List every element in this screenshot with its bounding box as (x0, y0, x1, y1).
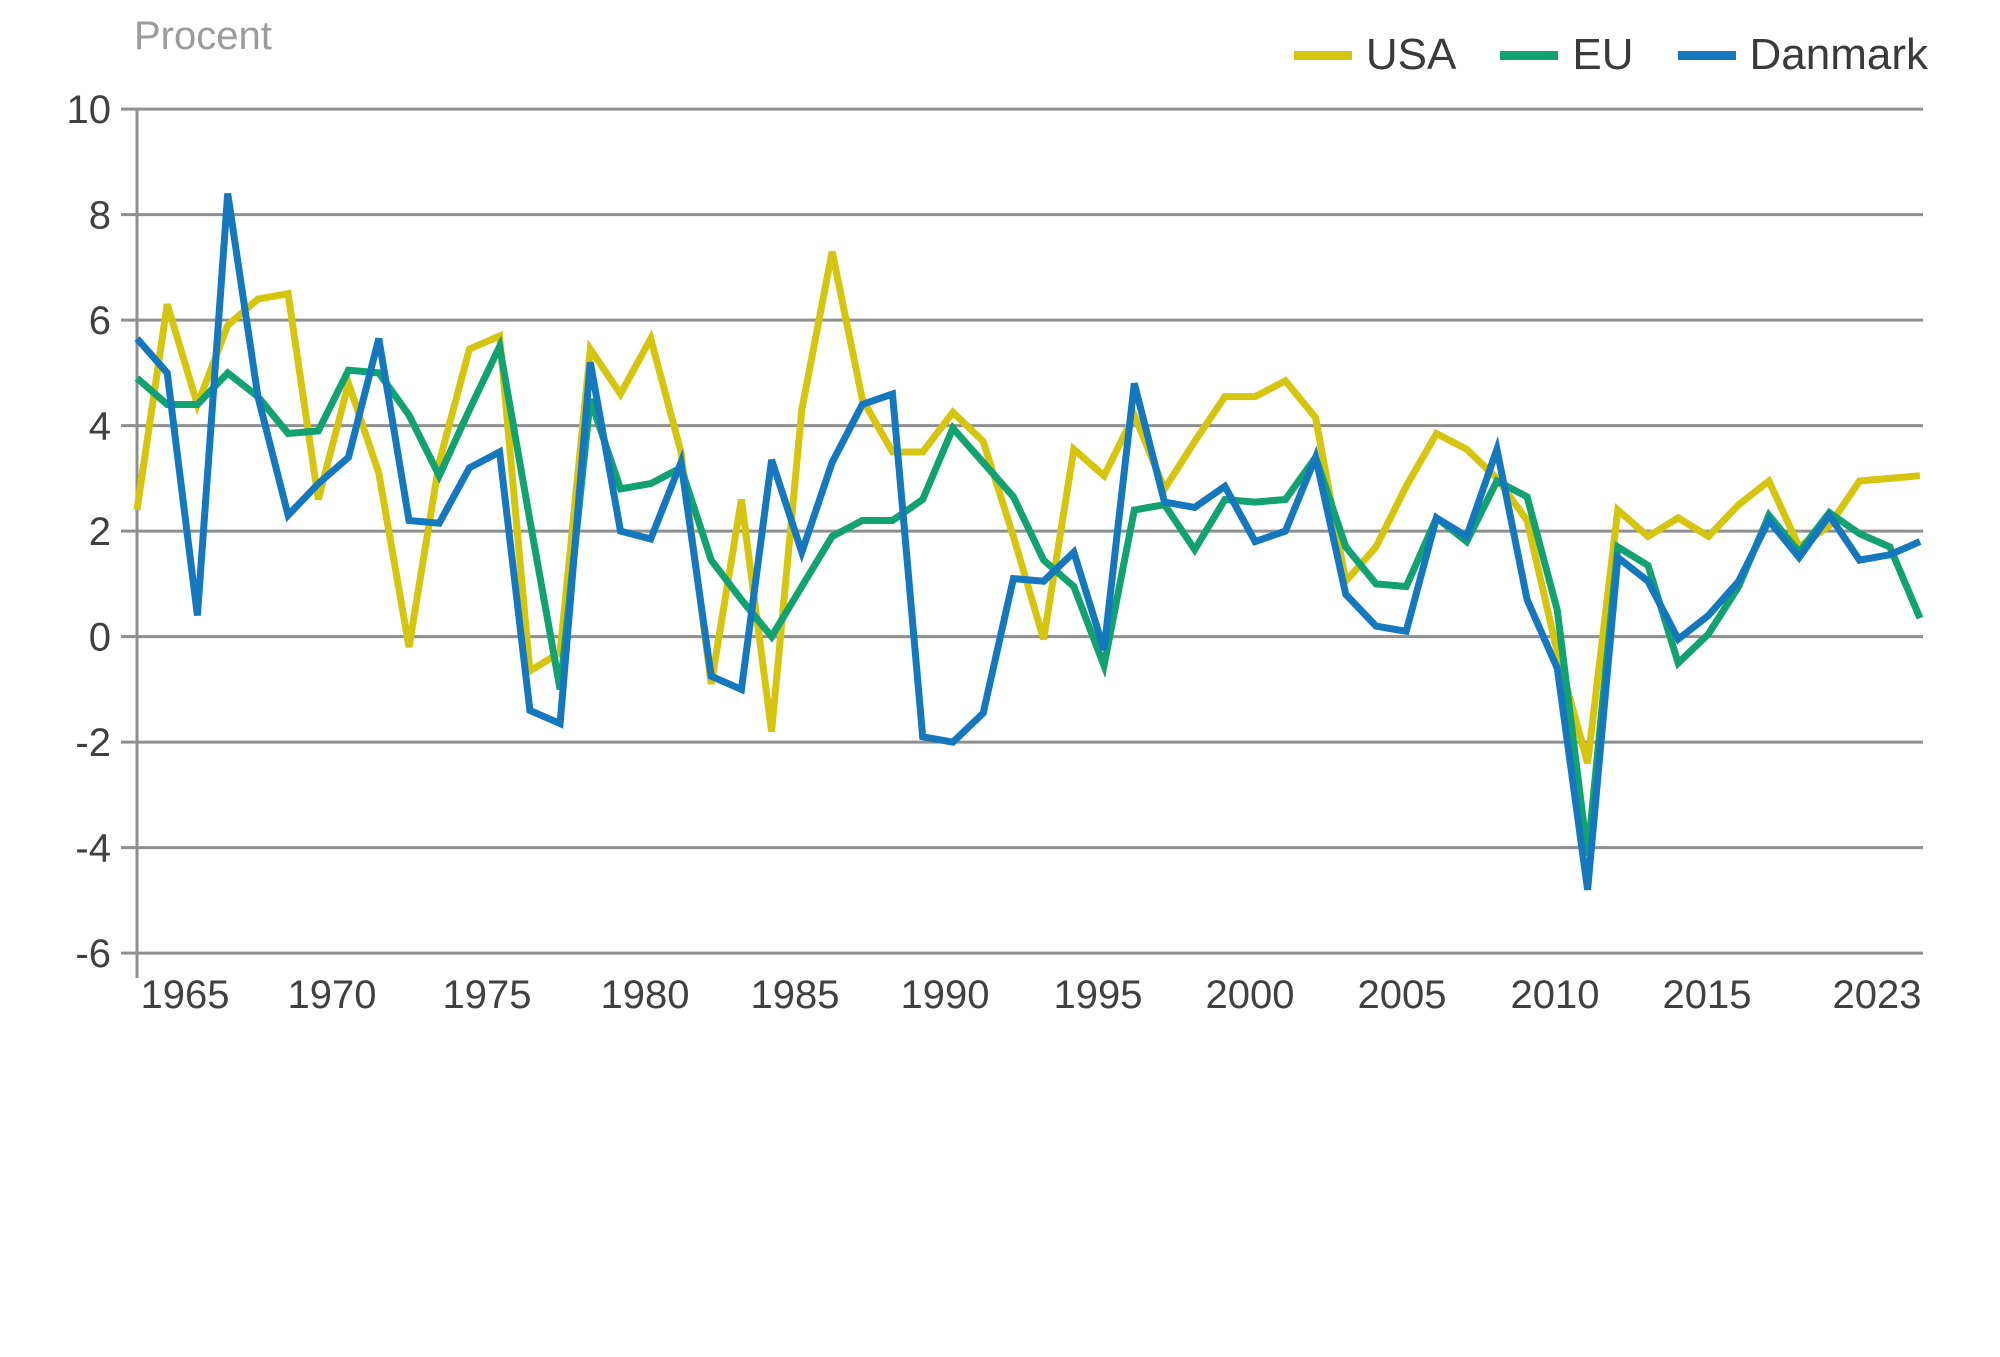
ytick-label-2: 2 (89, 510, 111, 554)
ytick-label-4: 4 (89, 405, 111, 449)
ytick-label-10: 10 (67, 88, 112, 132)
series-line-usa (133, 250, 1921, 765)
ytick-label-0: 0 (89, 616, 111, 660)
legend: USA EU Danmark (1293, 30, 1929, 80)
xtick-label-2005: 2005 (1358, 973, 1447, 1017)
xtick-label-2010: 2010 (1511, 973, 1600, 1017)
xtick-label-2000: 2000 (1206, 973, 1295, 1017)
legend-swatch-usa (1293, 50, 1352, 60)
ytick-label--4: -4 (75, 827, 111, 871)
series-line-eu (134, 335, 1924, 856)
xtick-label-2023: 2023 (1833, 973, 1922, 1017)
xtick-label-1970: 1970 (288, 973, 377, 1017)
ytick-label-8: 8 (89, 194, 111, 238)
legend-label-eu: EU (1572, 30, 1634, 79)
ytick-label-6: 6 (89, 299, 111, 343)
xtick-label-1985: 1985 (751, 973, 840, 1017)
legend-label-danmark: Danmark (1749, 30, 1929, 79)
xtick-label-1990: 1990 (901, 973, 990, 1017)
xtick-label-1980: 1980 (601, 973, 690, 1017)
xtick-label-1995: 1995 (1054, 973, 1143, 1017)
xtick-label-1975: 1975 (443, 973, 532, 1017)
legend-item-danmark: Danmark (1677, 30, 1929, 80)
xtick-label-1965: 1965 (141, 973, 230, 1017)
series-line-danmark (134, 192, 1922, 891)
ytick-label--6: -6 (75, 932, 111, 976)
legend-swatch-eu (1500, 50, 1559, 60)
legend-label-usa: USA (1365, 30, 1457, 79)
legend-item-usa: USA (1293, 30, 1457, 80)
xtick-label-2015: 2015 (1663, 973, 1752, 1017)
legend-swatch-danmark (1677, 50, 1736, 60)
legend-item-eu: EU (1500, 30, 1634, 80)
y-axis-unit-label: Procent (134, 14, 272, 58)
ytick-label--2: -2 (75, 721, 111, 765)
